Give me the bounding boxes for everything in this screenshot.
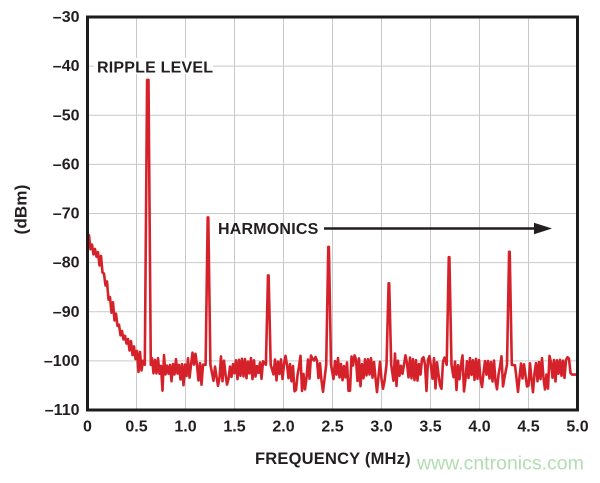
- svg-text:–50: –50: [53, 107, 80, 124]
- svg-text:(dBm): (dBm): [12, 184, 31, 234]
- svg-text:2.0: 2.0: [272, 419, 294, 436]
- svg-text:–60: –60: [53, 156, 80, 173]
- svg-text:RIPPLE LEVEL: RIPPLE LEVEL: [97, 59, 213, 76]
- svg-text:FREQUENCY (MHz): FREQUENCY (MHz): [255, 450, 411, 468]
- svg-text:–30: –30: [53, 9, 80, 26]
- svg-text:0: 0: [83, 419, 92, 436]
- svg-text:2.5: 2.5: [321, 419, 343, 436]
- svg-text:3.5: 3.5: [419, 419, 441, 436]
- svg-text:–80: –80: [53, 255, 80, 272]
- svg-text:0.5: 0.5: [125, 419, 147, 436]
- svg-text:1.5: 1.5: [223, 419, 245, 436]
- svg-text:–40: –40: [53, 58, 80, 75]
- svg-text:–90: –90: [53, 304, 80, 321]
- svg-text:5.0: 5.0: [566, 419, 588, 436]
- svg-text:www.cntronics.com: www.cntronics.com: [416, 453, 584, 475]
- svg-text:4.0: 4.0: [468, 419, 490, 436]
- svg-text:–100: –100: [44, 353, 80, 370]
- svg-text:1.0: 1.0: [174, 419, 196, 436]
- svg-text:–70: –70: [53, 206, 80, 223]
- svg-text:–110: –110: [45, 402, 80, 419]
- svg-text:3.0: 3.0: [370, 419, 392, 436]
- svg-text:HARMONICS: HARMONICS: [218, 221, 319, 238]
- svg-text:4.5: 4.5: [517, 419, 539, 436]
